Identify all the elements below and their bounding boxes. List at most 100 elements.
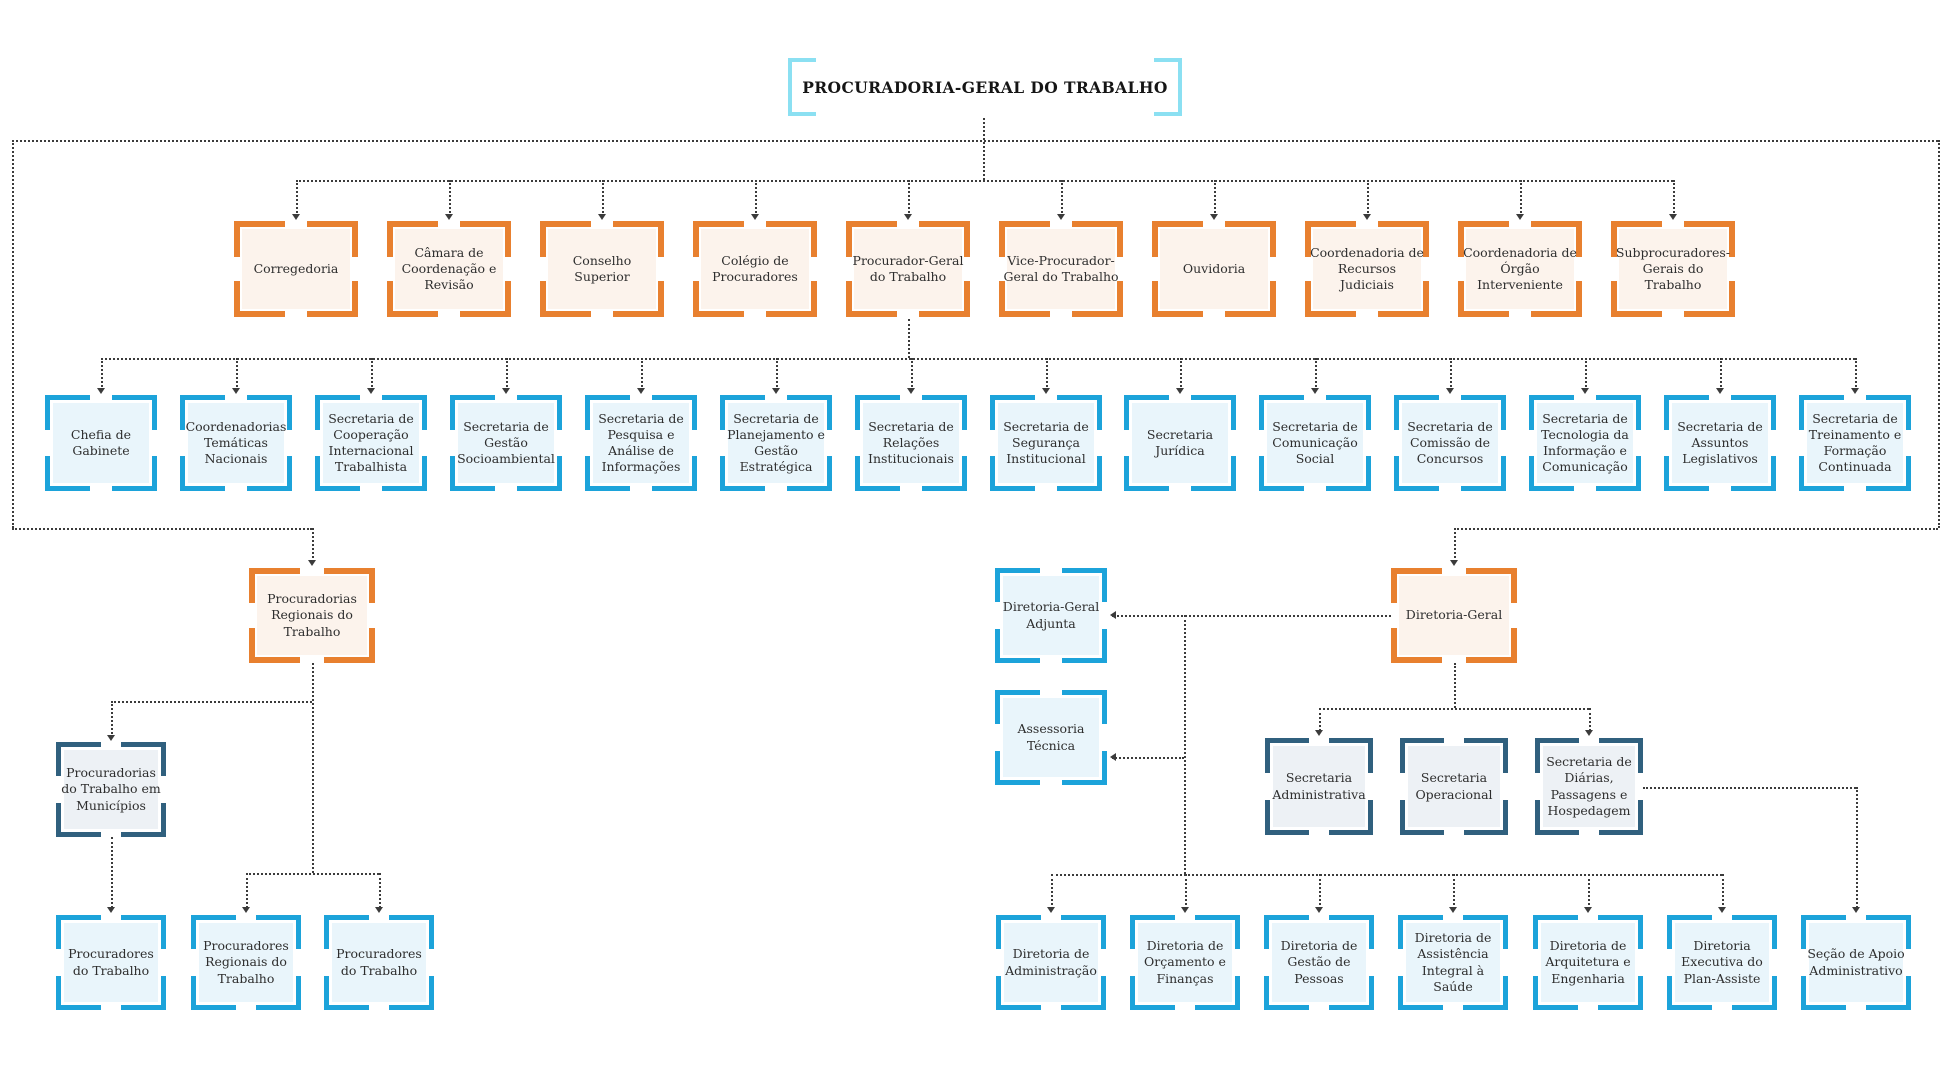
arrow-icon <box>97 388 105 394</box>
node-fill <box>1273 746 1365 827</box>
corner-bracket-icon <box>191 915 236 950</box>
corner-bracket-icon <box>540 221 591 257</box>
corner-bracket-icon <box>1264 915 1309 950</box>
node-label: Diretoria de Arquitetura e Engenharia <box>1545 938 1631 986</box>
node-fill <box>188 403 284 483</box>
node-fill <box>1313 229 1421 309</box>
node-fill <box>1809 923 1903 1002</box>
connector-line <box>1180 358 1182 391</box>
node-fill <box>1807 403 1903 483</box>
corner-bracket-icon <box>1465 568 1517 604</box>
node-colegio-procuradores: Colégio de Procuradores <box>693 221 817 317</box>
corner-bracket-icon <box>1732 975 1777 1010</box>
corner-bracket-icon <box>1190 456 1236 491</box>
arrow-icon <box>1363 214 1371 220</box>
arrow-icon <box>1110 753 1116 761</box>
arrow-icon <box>308 560 316 566</box>
corner-bracket-icon <box>1259 395 1305 430</box>
corner-bracket-icon <box>1599 738 1643 774</box>
node-label: Secretaria Administrativa <box>1272 770 1366 802</box>
node-procuradores-regionais: Procuradores Regionais do Trabalho <box>191 915 301 1010</box>
connector-line <box>1319 708 1321 731</box>
corner-bracket-icon <box>1801 975 1846 1010</box>
corner-bracket-icon <box>1531 221 1582 257</box>
node-label: Seção de Apoio Administrativo <box>1807 946 1905 978</box>
connector-line <box>506 358 508 391</box>
node-fill <box>323 403 419 483</box>
corner-bracket-icon <box>1799 456 1845 491</box>
connector-line <box>1643 787 1856 789</box>
corner-bracket-icon <box>315 456 361 491</box>
corner-bracket-icon <box>651 395 697 430</box>
corner-bracket-icon <box>180 456 226 491</box>
corner-bracket-icon <box>846 281 897 317</box>
arrow-icon <box>1311 388 1319 394</box>
corner-bracket-icon <box>1378 221 1429 257</box>
node-fill <box>1672 403 1768 483</box>
arrow-icon <box>1042 388 1050 394</box>
corner-bracket-icon <box>693 221 744 257</box>
corner-bracket-icon <box>855 395 901 430</box>
node-label: Secretaria de Planejamento e Gestão Estr… <box>727 410 825 475</box>
connector-line <box>379 873 381 908</box>
connector-line <box>12 140 14 528</box>
corner-bracket-icon <box>990 456 1036 491</box>
node-label: Coordenadoria de Órgão Interveniente <box>1463 244 1577 293</box>
corner-bracket-icon <box>996 915 1041 950</box>
corner-bracket-icon <box>234 221 285 257</box>
node-label: Secretaria de Diárias, Passagens e Hospe… <box>1546 754 1632 818</box>
arrow-icon <box>1581 388 1589 394</box>
connector-line <box>1454 528 1456 562</box>
title-left-bracket-icon <box>788 58 816 116</box>
node-label: Corregedoria <box>253 260 339 276</box>
corner-bracket-icon <box>45 395 91 430</box>
corner-bracket-icon <box>1152 281 1203 317</box>
node-fill <box>199 923 293 1002</box>
arrow-icon <box>1057 214 1065 220</box>
node-dir-arquitetura-engenharia: Diretoria de Arquitetura e Engenharia <box>1533 915 1643 1010</box>
connector-line <box>1051 874 1053 909</box>
connector-line <box>1855 358 1857 391</box>
corner-bracket-icon <box>121 975 166 1010</box>
node-fill <box>1537 403 1633 483</box>
connector-line <box>1585 358 1587 391</box>
corner-bracket-icon <box>1460 456 1506 491</box>
arrow-icon <box>1516 214 1524 220</box>
corner-bracket-icon <box>1152 221 1203 257</box>
node-label: Secretaria de Tecnologia da Informação e… <box>1541 410 1629 475</box>
corner-bracket-icon <box>1458 221 1509 257</box>
node-sec-treinamento-formacao: Secretaria de Treinamento e Formação Con… <box>1799 395 1911 491</box>
connector-line <box>1454 528 1938 530</box>
node-dir-orcamento-financas: Diretoria de Orçamento e Finanças <box>1130 915 1240 1010</box>
node-vice-procurador-geral-trabalho: Vice-Procurador-Geral do Trabalho <box>999 221 1123 317</box>
node-secao-apoio-administrativo: Seção de Apoio Administrativo <box>1801 915 1911 1010</box>
node-fill <box>1138 923 1232 1002</box>
corner-bracket-icon <box>516 395 562 430</box>
node-label: Secretaria Jurídica <box>1146 426 1214 458</box>
arrow-icon <box>1047 907 1055 913</box>
corner-bracket-icon <box>1394 395 1440 430</box>
node-sec-assuntos-legislativos: Secretaria de Assuntos Legislativos <box>1664 395 1776 491</box>
connector-line <box>1673 180 1675 216</box>
corner-bracket-icon <box>1460 395 1506 430</box>
node-label: Colégio de Procuradores <box>712 252 798 284</box>
corner-bracket-icon <box>995 628 1041 663</box>
corner-bracket-icon <box>1072 221 1123 257</box>
node-fill <box>593 403 689 483</box>
arrow-icon <box>1851 388 1859 394</box>
corner-bracket-icon <box>1599 799 1643 835</box>
connector-line <box>296 180 298 216</box>
node-label: Procuradores do Trabalho <box>336 946 422 978</box>
corner-bracket-icon <box>1398 915 1443 950</box>
connector-line <box>983 118 985 180</box>
corner-bracket-icon <box>651 456 697 491</box>
corner-bracket-icon <box>1400 738 1444 774</box>
corner-bracket-icon <box>1195 975 1240 1010</box>
corner-bracket-icon <box>191 975 236 1010</box>
arrow-icon <box>1716 388 1724 394</box>
corner-bracket-icon <box>995 568 1041 603</box>
node-label: Câmara de Coordenação e Revisão <box>401 244 497 293</box>
corner-bracket-icon <box>1464 799 1508 835</box>
node-label: Assessoria Técnica <box>1017 721 1085 753</box>
node-label: Procuradores do Trabalho <box>68 946 154 978</box>
